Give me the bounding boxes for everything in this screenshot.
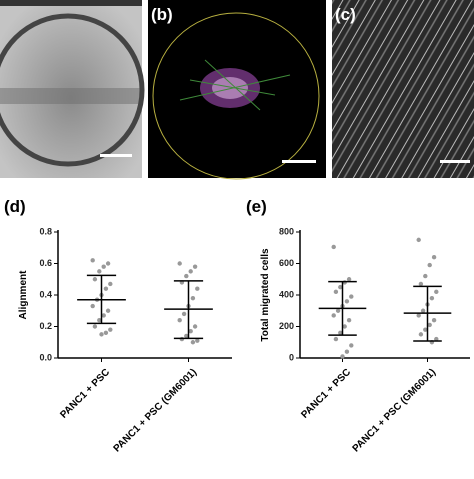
y-axis-label: Alignment [18,270,29,320]
data-point [190,340,196,345]
x-tick-label: PANC1 + PSC (GM6001) [351,367,439,455]
y-tick-label: 0.2 [39,321,52,331]
data-point [90,258,95,263]
data-point [344,349,350,354]
y-tick-label: 0.6 [39,258,52,268]
data-point [177,318,182,323]
data-point [340,354,345,359]
panel-label: (e) [246,197,267,216]
data-point [101,313,106,318]
data-point [103,286,109,291]
data-point [181,311,187,317]
data-point [349,343,354,348]
data-point [335,308,341,313]
data-point [423,273,428,279]
data-point [184,333,189,339]
data-point [331,244,336,250]
data-point [195,286,200,291]
data-point [420,308,426,313]
data-point [108,327,113,332]
data-point [188,329,193,334]
data-point [344,299,350,304]
y-tick-label: 400 [279,289,294,299]
data-point [333,336,339,342]
data-point [92,277,98,282]
data-point [427,322,432,328]
data-point [97,318,102,323]
data-point [105,261,111,266]
data-point [333,289,339,295]
data-point [418,332,424,337]
data-point [108,281,113,287]
data-point [179,336,185,342]
image-a [0,0,145,178]
y-tick-label: 800 [279,226,294,236]
panel-label: (d) [4,197,26,216]
data-point [177,261,182,266]
y-tick-label: 0 [289,352,294,362]
data-point [192,264,198,269]
data-point [427,262,432,268]
data-point [192,324,198,329]
data-point [338,330,343,335]
y-tick-label: 0.4 [39,289,52,299]
y-tick-label: 200 [279,321,294,331]
data-point [90,303,95,309]
data-point [431,318,437,323]
data-point [184,273,189,279]
y-axis-label: Total migrated cells [260,248,271,342]
data-point [416,237,421,243]
panel-label: (b) [151,5,173,24]
data-point [434,336,439,342]
data-point [342,324,347,329]
y-tick-label: 0.8 [39,226,52,236]
data-point [92,324,98,329]
y-tick-label: 0.0 [39,352,52,362]
data-point [331,313,336,318]
data-point [188,269,193,274]
image-b: (b) [148,0,326,180]
data-point [431,255,437,260]
x-tick-label: PANC1 + PSC [58,367,112,421]
data-point [346,277,352,282]
x-tick-label: PANC1 + PSC [299,367,353,421]
data-point [99,332,104,337]
data-point [346,318,352,323]
data-point [103,330,109,335]
data-point [97,269,102,274]
data-point [349,294,354,299]
data-point [195,338,200,343]
data-point [416,313,421,318]
panel-label: (c) [335,5,356,24]
data-point [418,281,424,287]
data-point [101,264,106,269]
x-tick-label: PANC1 + PSC (GM6001) [112,367,200,455]
data-point [338,284,343,290]
data-point [423,327,428,332]
data-point [429,295,435,301]
image-c: (c) [332,0,474,178]
data-point [105,308,111,313]
y-tick-label: 600 [279,258,294,268]
data-point [434,289,439,295]
data-point [190,295,196,301]
